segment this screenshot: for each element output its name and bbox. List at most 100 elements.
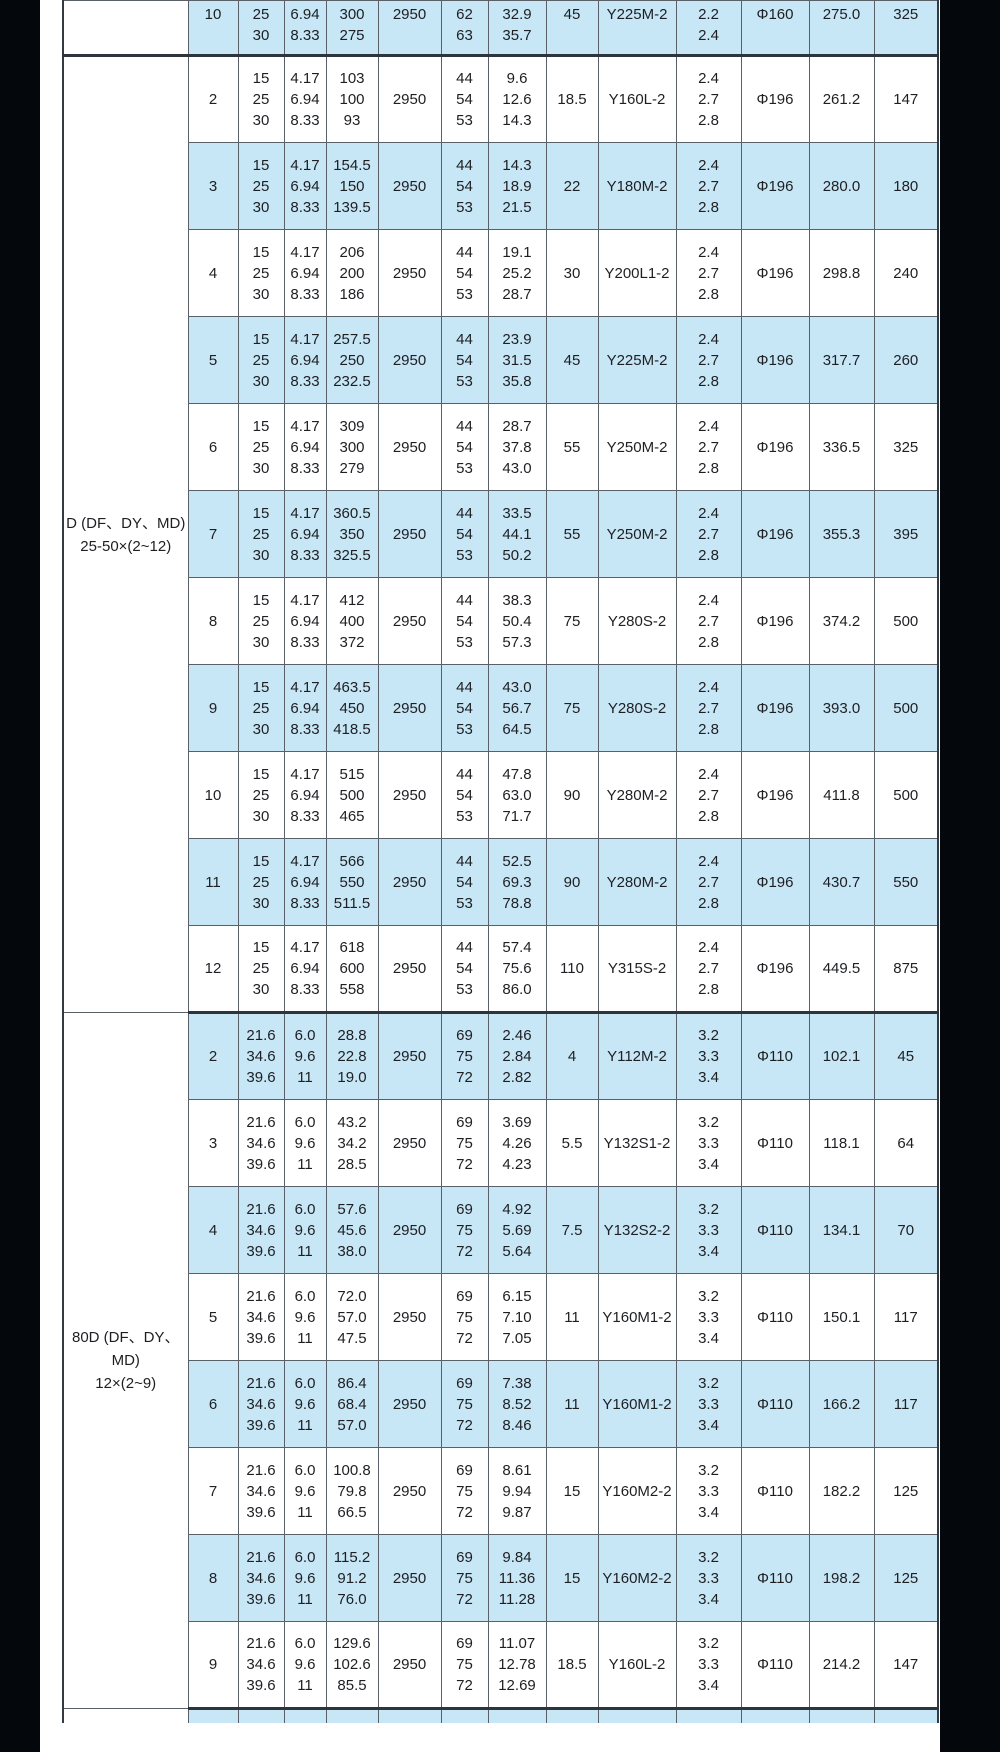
speed-cell: 2950 [377,751,442,839]
stage-count-cell: 3 [187,1099,239,1187]
efficiency-cell: 62 63 [440,0,489,57]
weight-cell: 500 [873,751,939,839]
weight-cell: 500 [873,664,939,752]
dimension-cell: 118.1 [808,1099,875,1187]
shaft-power-cell: 9.6 12.6 14.3 [487,55,547,143]
head-cell: 129.6 102.6 85.5 [325,1621,379,1710]
weight-cell: 45 [873,1012,939,1100]
speed-cell: 2950 [377,1186,442,1274]
impeller-diameter-cell: Φ196 [740,925,810,1014]
dimension-cell: 214.2 [808,1621,875,1710]
motor-model-cell: Y280M-2 [597,751,677,839]
dimension-cell: 150.1 [808,1273,875,1361]
efficiency-cell: 69 75 72 [440,1621,489,1710]
head-cell: 566 550 511.5 [325,838,379,926]
head-cell: 309 300 279 [325,403,379,491]
npsh-cell: 2.4 2.7 2.8 [675,403,742,491]
table-row: 8 21.6 34.6 39.6 6.0 9.6 11 115.2 91.2 76.0 2950 69… [63,1534,939,1622]
npsh-cell: 2.4 2.7 2.8 [675,55,742,143]
weight-cell: 875 [873,925,939,1014]
weight-cell: 125 [873,1447,939,1535]
efficiency-cell: 44 54 53 [440,751,489,839]
efficiency-cell: 69 75 72 [440,1534,489,1622]
efficiency-cell: 69 75 72 [440,1186,489,1274]
table-row: 12 15 25 30 4.17 6.94 8.33 618 600 558 2950 44 54 53 5… [63,925,939,1014]
speed-cell [377,1708,442,1723]
efficiency-cell: 44 54 53 [440,55,489,143]
motor-model-cell: Y160M1-2 [597,1360,677,1448]
flow-ls-cell: 4.17 6.94 8.33 [283,55,327,143]
head-cell: 257.5 250 232.5 [325,316,379,404]
npsh-cell: 3.2 3.3 3.4 [675,1360,742,1448]
flow-m3h-cell [237,1708,285,1723]
pump-series-label-line: 80D (DF、DY、MD) [71,1329,180,1369]
motor-power-cell: 90 [545,838,599,926]
shaft-power-cell: 33.5 44.1 50.2 [487,490,547,578]
shaft-power-cell: 6.15 7.10 7.05 [487,1273,547,1361]
motor-power-cell: 11 [545,1360,599,1448]
stage-count-cell: 3 [187,142,239,230]
weight-cell: 117 [873,1360,939,1448]
flow-m3h-cell: 21.6 34.6 39.6 [237,1360,285,1448]
motor-power-cell: 30 [545,229,599,317]
shaft-power-cell: 4.92 5.69 5.64 [487,1186,547,1274]
npsh-cell: 3.2 3.3 3.4 [675,1273,742,1361]
dimension-cell: 355.3 [808,490,875,578]
npsh-cell: 2.4 2.7 2.8 [675,229,742,317]
motor-model-cell: Y225M-2 [597,316,677,404]
shaft-power-cell: 28.7 37.8 43.0 [487,403,547,491]
weight-cell: 125 [873,1534,939,1622]
impeller-diameter-cell: Φ196 [740,316,810,404]
impeller-diameter-cell: Φ196 [740,577,810,665]
stage-count-cell: 8 [187,577,239,665]
pump-series-label: 80D (DF、DY、MD) 12×(2~9) [62,1012,189,1709]
motor-model-cell: Y280S-2 [597,577,677,665]
impeller-diameter-cell [740,1708,810,1723]
speed-cell: 2950 [377,1273,442,1361]
weight-cell: 180 [873,142,939,230]
npsh-cell: 3.2 3.3 3.4 [675,1012,742,1100]
flow-m3h-cell: 21.6 34.6 39.6 [237,1447,285,1535]
flow-ls-cell: 4.17 6.94 8.33 [283,490,327,578]
dimension-cell: 374.2 [808,577,875,665]
weight-cell: 325 [873,0,939,57]
motor-power-cell [545,1708,599,1723]
npsh-cell [675,1708,742,1723]
table-row: 10 15 25 30 4.17 6.94 8.33 515 500 465 2950 44 54 53 4… [63,751,939,839]
speed-cell: 2950 [377,1012,442,1100]
flow-m3h-cell: 15 25 30 [237,925,285,1014]
npsh-cell: 2.4 2.7 2.8 [675,925,742,1014]
shaft-power-cell: 52.5 69.3 78.8 [487,838,547,926]
table-row: 4 21.6 34.6 39.6 6.0 9.6 11 57.6 45.6 38.0 2950 69 7… [63,1186,939,1274]
flow-m3h-cell: 21.6 34.6 39.6 [237,1621,285,1710]
stage-count-cell: 2 [187,55,239,143]
impeller-diameter-cell: Φ110 [740,1447,810,1535]
shaft-power-cell: 38.3 50.4 57.3 [487,577,547,665]
head-cell: 72.0 57.0 47.5 [325,1273,379,1361]
flow-ls-cell: 4.17 6.94 8.33 [283,403,327,491]
weight-cell: 395 [873,490,939,578]
motor-power-cell: 5.5 [545,1099,599,1187]
shaft-power-cell: 9.84 11.36 11.28 [487,1534,547,1622]
stage-count-cell: 10 [187,751,239,839]
npsh-cell: 3.2 3.3 3.4 [675,1447,742,1535]
motor-model-cell: Y315S-2 [597,925,677,1014]
shaft-power-cell: 8.61 9.94 9.87 [487,1447,547,1535]
table-row: 10 25 30 6.94 8.33 300 275 2950 62 63 32.9 35.7 45 Y2… [62,0,939,57]
head-cell: 154.5 150 139.5 [325,142,379,230]
speed-cell: 2950 [377,1099,442,1187]
motor-model-cell: Y160M1-2 [597,1273,677,1361]
dimension-cell: 198.2 [808,1534,875,1622]
npsh-cell: 2.4 2.7 2.8 [675,316,742,404]
head-cell: 28.8 22.8 19.0 [325,1012,379,1100]
speed-cell: 2950 [377,664,442,752]
motor-model-cell: Y112M-2 [597,1012,677,1100]
flow-m3h-cell: 25 30 [237,0,285,57]
table-row: 9 15 25 30 4.17 6.94 8.33 463.5 450 418.5 2950 44 54… [63,664,939,752]
npsh-cell: 2.4 2.7 2.8 [675,490,742,578]
flow-ls-cell: 4.17 6.94 8.33 [283,664,327,752]
flow-ls-cell: 4.17 6.94 8.33 [283,577,327,665]
table-row: 6 21.6 34.6 39.6 6.0 9.6 11 86.4 68.4 57.0 2950 69 7… [63,1360,939,1448]
efficiency-cell: 44 54 53 [440,577,489,665]
